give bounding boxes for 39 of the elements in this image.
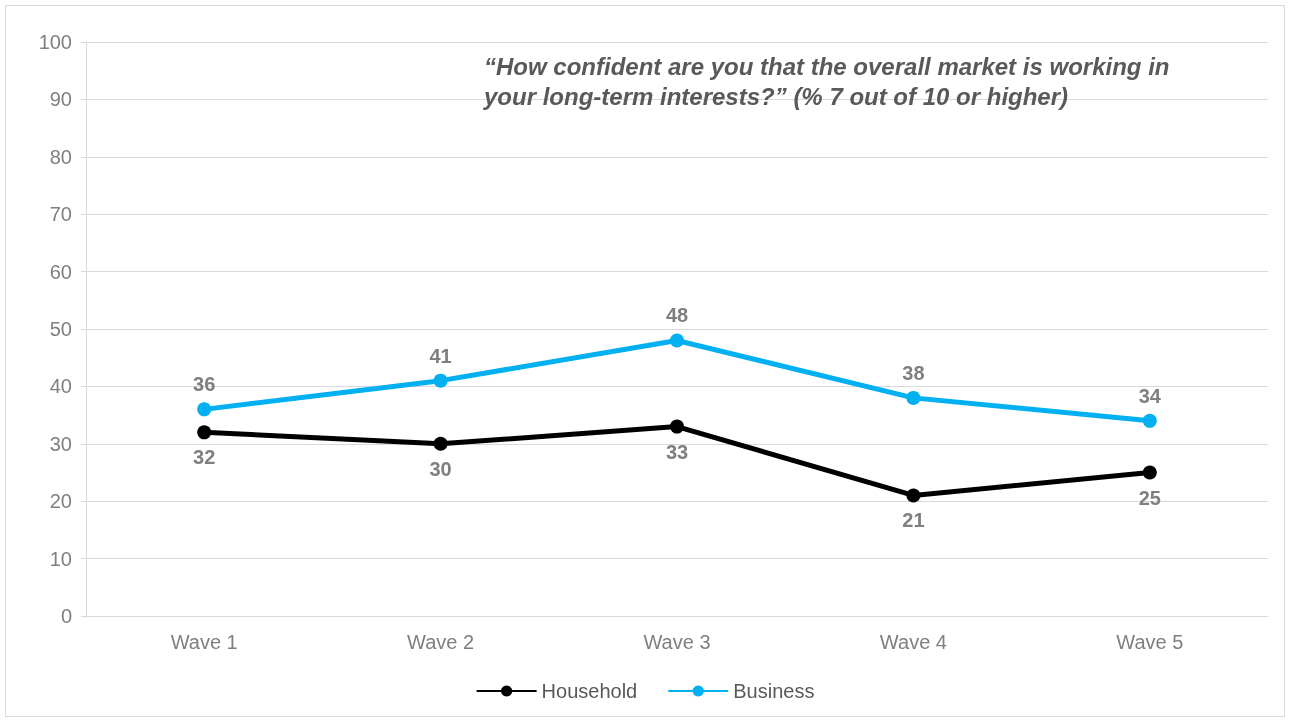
point xyxy=(197,402,212,417)
y-tick-label: 90 xyxy=(49,88,72,111)
y-tick-label: 70 xyxy=(49,203,72,226)
point xyxy=(906,488,921,503)
data-label: 32 xyxy=(193,446,216,469)
data-label: 41 xyxy=(429,344,452,367)
data-label: 30 xyxy=(429,457,452,480)
y-tick-label: 60 xyxy=(49,260,72,283)
data-label: 25 xyxy=(1138,486,1161,509)
text: “How confident are you that the overall market is working in your long-term interests?” (% 7 out of 10 or higher) xyxy=(483,52,1177,110)
x-tick-label: Wave 4 xyxy=(879,631,947,653)
x-tick-label: Wave 2 xyxy=(407,631,475,653)
x-tick-label: Wave 3 xyxy=(643,631,711,653)
data-label: 34 xyxy=(1138,384,1162,407)
y-tick-label: 10 xyxy=(49,547,72,570)
legend-label: Business xyxy=(733,680,815,702)
point xyxy=(670,419,684,434)
point xyxy=(670,333,684,348)
x-tick-label: Wave 1 xyxy=(170,631,238,653)
data-label: 21 xyxy=(902,509,925,532)
y-tick-label: 20 xyxy=(49,490,72,513)
point xyxy=(197,425,212,440)
point xyxy=(1142,413,1157,428)
data-label: 48 xyxy=(665,304,689,327)
legend-label: Household xyxy=(541,680,638,702)
data-label: 33 xyxy=(665,440,689,463)
y-tick-label: 50 xyxy=(49,318,72,340)
y-tick-label: 40 xyxy=(49,375,72,398)
y-tick-label: 100 xyxy=(38,31,72,53)
point xyxy=(906,390,921,405)
x-tick-label: Wave 5 xyxy=(1116,631,1184,653)
y-tick-label: 30 xyxy=(49,432,72,455)
point xyxy=(433,436,448,451)
point xyxy=(433,373,448,388)
data-label: 38 xyxy=(902,361,925,384)
data-label: 36 xyxy=(193,373,216,396)
y-tick-label: 0 xyxy=(60,605,72,627)
y-tick-label: 80 xyxy=(49,145,72,168)
point xyxy=(1142,465,1157,480)
